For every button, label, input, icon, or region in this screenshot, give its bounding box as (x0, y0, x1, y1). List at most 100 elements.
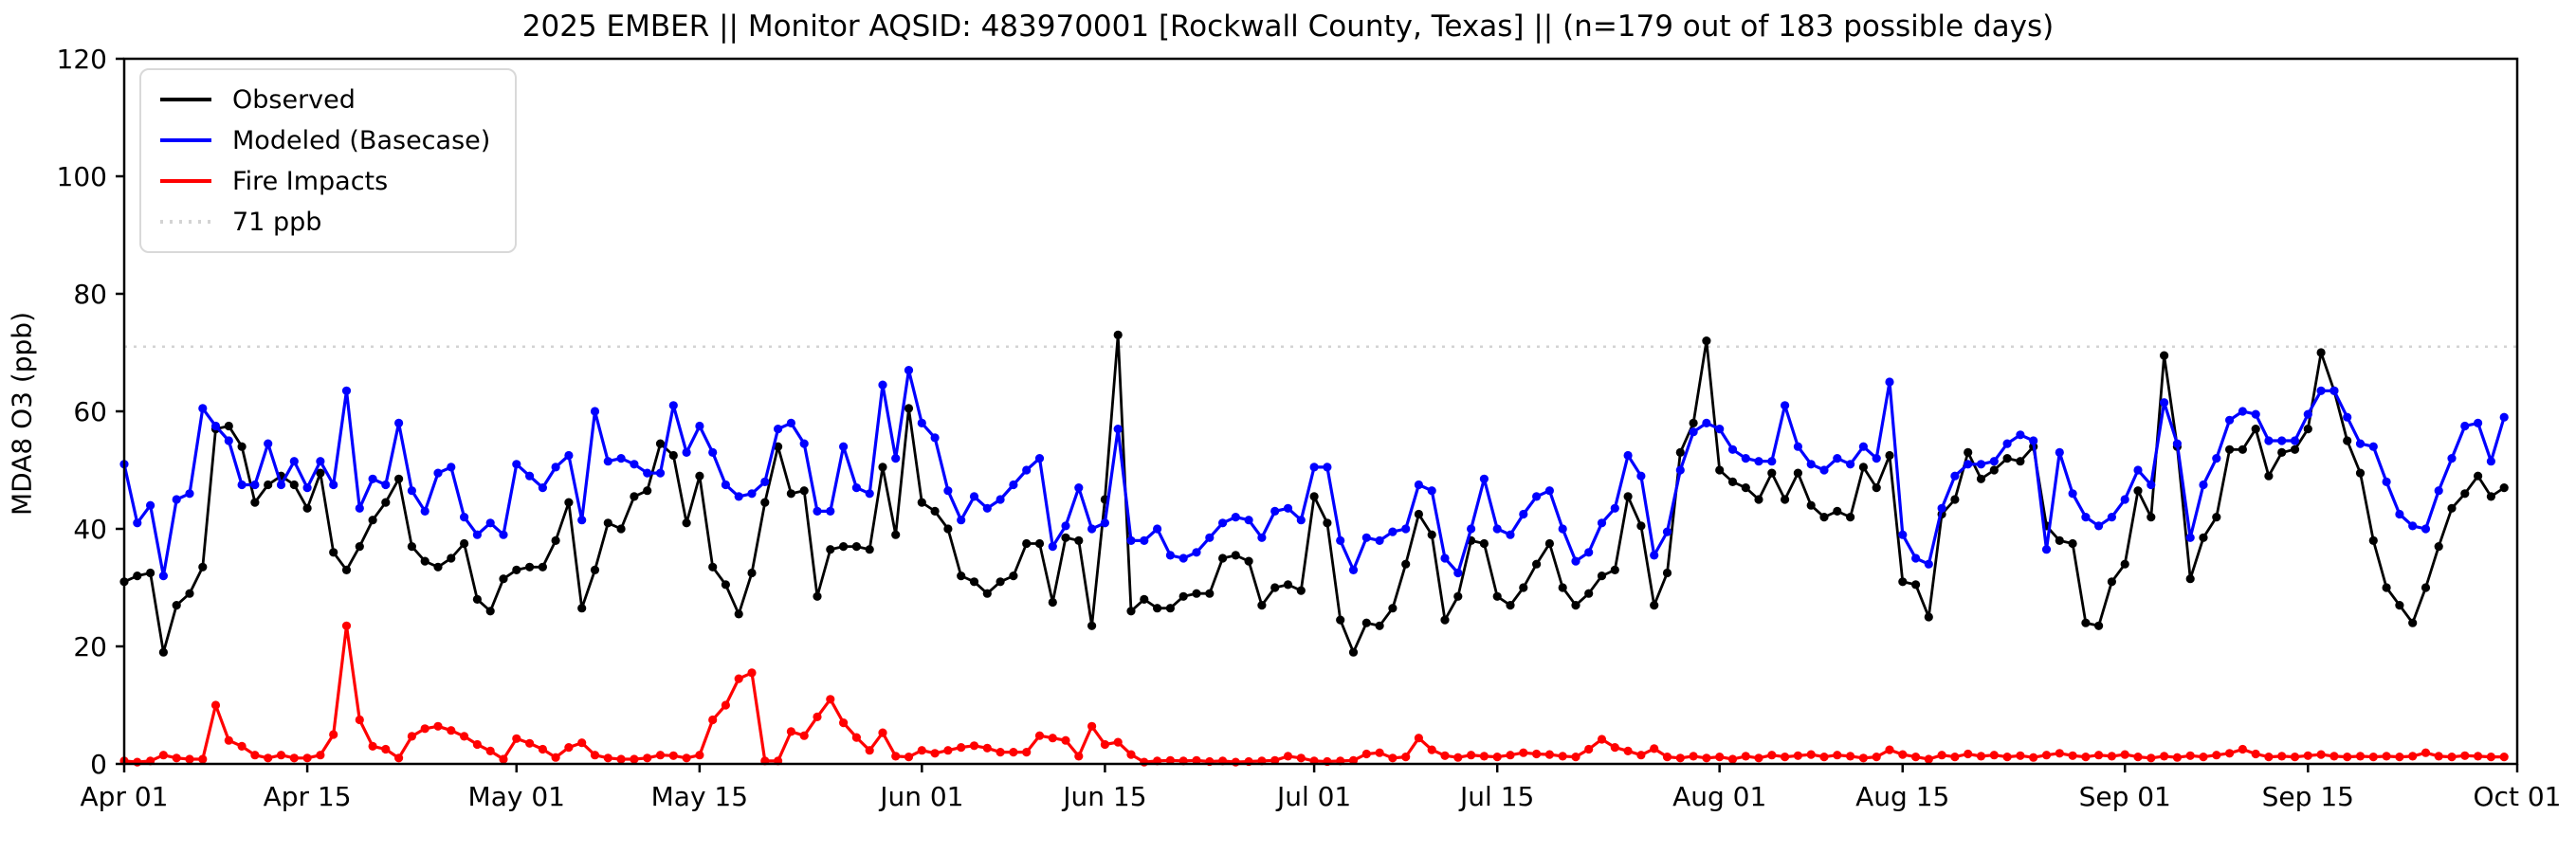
x-tick-label: Jul 01 (1275, 781, 1351, 812)
x-tick-label: Jul 15 (1458, 781, 1534, 812)
data-point (1911, 753, 1921, 762)
data-point (1205, 589, 1215, 598)
data-point (2094, 521, 2104, 531)
data-point (1715, 753, 1725, 762)
data-point (551, 463, 560, 472)
data-point (865, 746, 874, 755)
data-point (1348, 647, 1359, 657)
data-point (2185, 533, 2195, 542)
data-point (1689, 752, 1698, 761)
data-point (708, 562, 718, 572)
data-point (786, 418, 796, 427)
data-point (381, 498, 391, 507)
data-point (564, 450, 574, 461)
x-tick-label: Apr 01 (81, 781, 169, 812)
data-point (891, 454, 901, 463)
data-point (616, 524, 626, 534)
data-point (2460, 751, 2470, 760)
data-point (447, 726, 456, 735)
data-point (1140, 757, 1149, 767)
data-point (185, 489, 194, 499)
data-point (2238, 445, 2247, 454)
data-point (630, 460, 639, 469)
data-point (891, 752, 901, 761)
data-point (538, 482, 548, 493)
data-point (1544, 486, 1554, 496)
data-point (2120, 750, 2129, 759)
data-point (930, 433, 940, 443)
data-point (2002, 439, 2012, 448)
data-point (630, 754, 639, 764)
data-point (316, 468, 325, 478)
data-point (1283, 580, 1293, 590)
data-point (499, 574, 508, 584)
data-point (289, 753, 299, 763)
data-point (1544, 538, 1554, 549)
data-point (813, 506, 822, 517)
data-point (133, 572, 142, 581)
data-point (1793, 751, 1802, 760)
legend-item-71-ppb: 71 ppb (158, 206, 490, 238)
x-tick-label: Sep 01 (2079, 781, 2171, 812)
data-point (1650, 601, 1659, 610)
data-point (695, 751, 704, 760)
data-point (2081, 513, 2091, 522)
data-point (799, 731, 809, 740)
data-point (2290, 445, 2300, 454)
data-point (551, 535, 560, 546)
data-point (2343, 753, 2352, 762)
data-point (603, 753, 612, 763)
data-point (2133, 753, 2143, 762)
data-point (2460, 421, 2470, 431)
data-point (2408, 752, 2418, 761)
data-point (577, 516, 587, 525)
data-point (930, 749, 940, 758)
data-point (1100, 518, 1109, 528)
data-point (747, 489, 757, 499)
data-point (1675, 447, 1685, 457)
data-point (1898, 530, 1908, 539)
data-point (851, 733, 862, 742)
data-point (2264, 471, 2274, 481)
y-tick-label: 80 (73, 279, 107, 310)
data-point (590, 751, 600, 760)
x-tick-label: May 01 (468, 781, 565, 812)
data-point (1623, 450, 1633, 461)
data-point (2316, 386, 2326, 395)
data-point (2225, 445, 2235, 454)
data-point (643, 753, 652, 763)
data-point (1702, 418, 1711, 427)
data-point (1976, 460, 1986, 469)
data-point (2107, 752, 2116, 761)
x-tick-label: Oct 01 (2474, 781, 2562, 812)
data-point (433, 562, 443, 572)
data-point (969, 577, 979, 587)
data-point (368, 516, 377, 525)
x-tick-label: Aug 01 (1672, 781, 1766, 812)
data-point (930, 506, 940, 517)
data-point (1361, 749, 1371, 759)
data-point (172, 495, 181, 504)
data-point (2434, 542, 2443, 552)
data-point (2421, 583, 2431, 592)
data-point (1793, 442, 1802, 451)
data-point (603, 518, 612, 528)
data-point (1453, 591, 1463, 601)
data-point (355, 542, 364, 552)
data-point (1113, 425, 1123, 434)
data-point (420, 556, 429, 566)
data-point (878, 463, 887, 472)
data-point (2081, 753, 2091, 762)
data-point (1532, 749, 1542, 759)
data-point (2290, 436, 2300, 445)
data-point (264, 439, 273, 448)
data-point (2329, 752, 2339, 761)
data-point (2382, 477, 2391, 486)
data-point (1989, 465, 1999, 475)
data-point (826, 545, 835, 554)
data-point (982, 503, 992, 513)
data-point (2474, 471, 2483, 481)
data-point (2107, 513, 2116, 522)
data-point (341, 565, 352, 575)
